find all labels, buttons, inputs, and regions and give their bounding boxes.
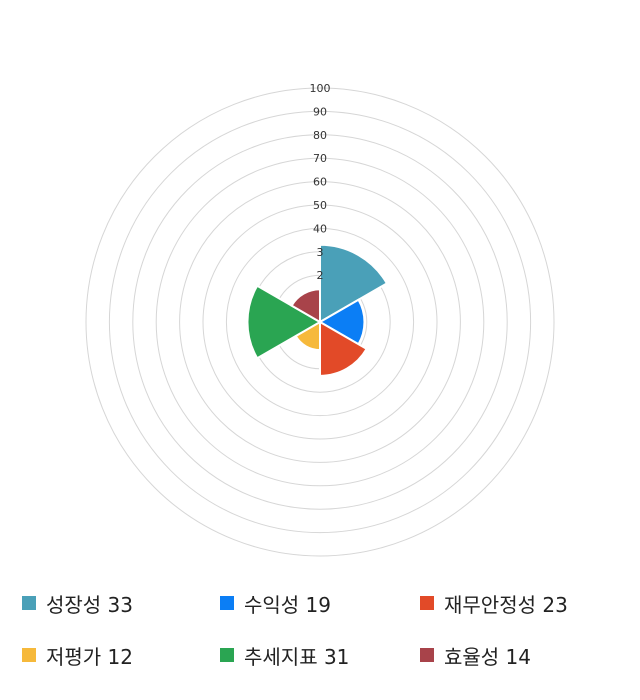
- legend-item-undervaluation[interactable]: 저평가 12: [22, 640, 133, 670]
- chart-slices: [246, 243, 389, 377]
- tick-label: 90: [313, 105, 327, 118]
- legend-swatch: [220, 596, 234, 610]
- legend-item-profitability[interactable]: 수익성 19: [220, 588, 331, 618]
- legend-item-stability[interactable]: 재무안정성 23: [420, 588, 568, 618]
- grid-ring: [179, 181, 461, 463]
- grid-rings: [85, 87, 555, 557]
- legend: 성장성 33 수익성 19 재무안정성 23 저평가 12 추세지표 31 효율…: [0, 580, 640, 690]
- grid-ring: [155, 157, 485, 487]
- legend-item-efficiency[interactable]: 효율성 14: [420, 640, 531, 670]
- tick-label: 50: [313, 199, 327, 212]
- grid-ring: [85, 87, 555, 557]
- tick-label: 80: [313, 129, 327, 142]
- legend-swatch: [22, 596, 36, 610]
- tick-label: 3: [317, 246, 324, 259]
- grid-ring: [202, 204, 438, 440]
- slice-5[interactable]: [290, 288, 321, 324]
- tick-label: 40: [313, 222, 327, 235]
- legend-swatch: [22, 648, 36, 662]
- polar-area-chart: 2 3 40 50 60 70 80 90 100: [85, 82, 555, 557]
- tick-label: 2: [317, 269, 324, 282]
- grid-ring: [225, 227, 415, 417]
- legend-item-growth[interactable]: 성장성 33: [22, 588, 133, 618]
- legend-label: 효율성 14: [444, 644, 532, 669]
- radial-tick-labels: 2 3 40 50 60 70 80 90 100: [310, 82, 331, 282]
- legend-label: 성장성 33: [46, 592, 134, 617]
- tick-label: 70: [313, 152, 327, 165]
- legend-swatch: [220, 648, 234, 662]
- grid-ring: [108, 110, 532, 534]
- tick-label: 60: [313, 176, 327, 189]
- legend-swatch: [420, 648, 434, 662]
- slice-2[interactable]: [319, 320, 368, 377]
- legend-label: 저평가 12: [46, 644, 134, 669]
- legend-label: 추세지표 31: [244, 644, 350, 669]
- legend-label: 재무안정성 23: [444, 592, 568, 617]
- legend-label: 수익성 19: [244, 592, 332, 617]
- tick-label: 100: [310, 82, 331, 95]
- slice-0[interactable]: [319, 243, 389, 324]
- slice-4[interactable]: [246, 284, 322, 360]
- grid-ring: [132, 134, 508, 510]
- legend-swatch: [420, 596, 434, 610]
- legend-item-trend[interactable]: 추세지표 31: [220, 640, 349, 670]
